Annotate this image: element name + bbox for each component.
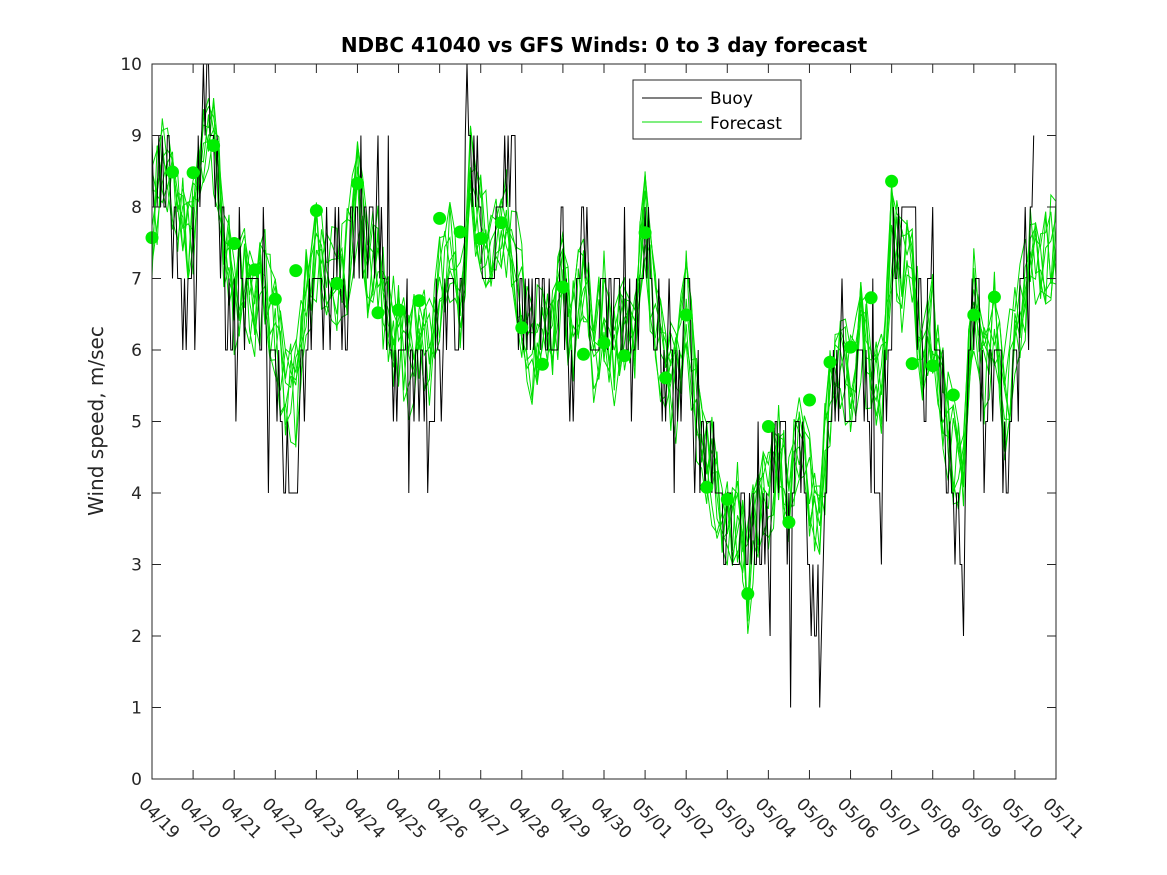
forecast-point bbox=[987, 290, 1001, 304]
forecast-point bbox=[453, 225, 467, 239]
forecast-point bbox=[659, 371, 673, 385]
forecast-point bbox=[289, 264, 303, 278]
forecast-line-5 bbox=[152, 134, 1056, 621]
forecast-point bbox=[351, 176, 364, 190]
y-tick-label: 6 bbox=[131, 341, 142, 361]
y-axis-label: Wind speed, m/sec bbox=[84, 326, 108, 516]
forecast-point bbox=[618, 349, 631, 363]
forecast-point bbox=[207, 139, 221, 152]
forecast-point bbox=[844, 340, 857, 354]
forecast-point bbox=[330, 277, 344, 290]
forecast-point bbox=[577, 347, 590, 361]
y-tick-label: 7 bbox=[131, 270, 142, 290]
forecast-point bbox=[309, 204, 323, 218]
forecast-point bbox=[556, 280, 570, 294]
legend: Buoy Forecast bbox=[632, 79, 802, 140]
forecast-point bbox=[433, 211, 447, 225]
forecast-point bbox=[700, 480, 714, 494]
forecast-point bbox=[679, 308, 693, 322]
forecast-point bbox=[823, 355, 837, 369]
forecast-point bbox=[926, 359, 940, 373]
forecast-line-8 bbox=[152, 118, 1056, 574]
forecast-point bbox=[494, 216, 508, 230]
y-tick-label: 9 bbox=[131, 127, 142, 147]
forecast-point bbox=[474, 232, 488, 245]
plot-area bbox=[152, 64, 1056, 779]
forecast-point bbox=[535, 357, 549, 371]
forecast-point bbox=[720, 492, 734, 506]
y-tick-label: 3 bbox=[131, 556, 142, 576]
legend-forecast-label: Forecast bbox=[710, 114, 782, 134]
forecast-point bbox=[803, 393, 816, 407]
forecast-dots-layer bbox=[145, 139, 1001, 601]
y-tick-label: 0 bbox=[131, 770, 142, 790]
forecast-point bbox=[638, 226, 652, 240]
buoy-series-layer bbox=[152, 64, 1035, 708]
forecast-point bbox=[186, 166, 200, 180]
buoy-line bbox=[152, 64, 1035, 708]
forecast-point bbox=[515, 321, 529, 335]
y-tick-label: 1 bbox=[131, 699, 142, 719]
y-tick-label: 4 bbox=[131, 484, 142, 504]
forecast-point bbox=[782, 515, 796, 529]
forecast-point bbox=[227, 237, 241, 250]
forecast-point bbox=[597, 336, 611, 350]
forecast-point bbox=[392, 303, 405, 317]
y-tick-label: 5 bbox=[131, 413, 142, 433]
forecast-point bbox=[412, 294, 426, 308]
forecast-point bbox=[166, 165, 179, 179]
forecast-point bbox=[741, 587, 755, 601]
forecast-point bbox=[885, 174, 899, 188]
forecast-point bbox=[268, 292, 282, 306]
forecast-point bbox=[905, 357, 919, 371]
y-tick-label: 10 bbox=[120, 55, 142, 75]
forecast-point bbox=[371, 306, 385, 320]
chart-title: NDBC 41040 vs GFS Winds: 0 to 3 day fore… bbox=[341, 33, 868, 57]
forecast-point bbox=[864, 291, 878, 305]
y-tick-label: 2 bbox=[131, 627, 142, 647]
legend-buoy-label: Buoy bbox=[710, 89, 753, 109]
forecast-point bbox=[761, 420, 775, 433]
y-tick-label: 8 bbox=[131, 198, 142, 218]
forecast-point bbox=[967, 308, 981, 322]
legend-box bbox=[632, 79, 802, 140]
forecast-point bbox=[946, 388, 960, 402]
forecast-point bbox=[248, 263, 262, 277]
